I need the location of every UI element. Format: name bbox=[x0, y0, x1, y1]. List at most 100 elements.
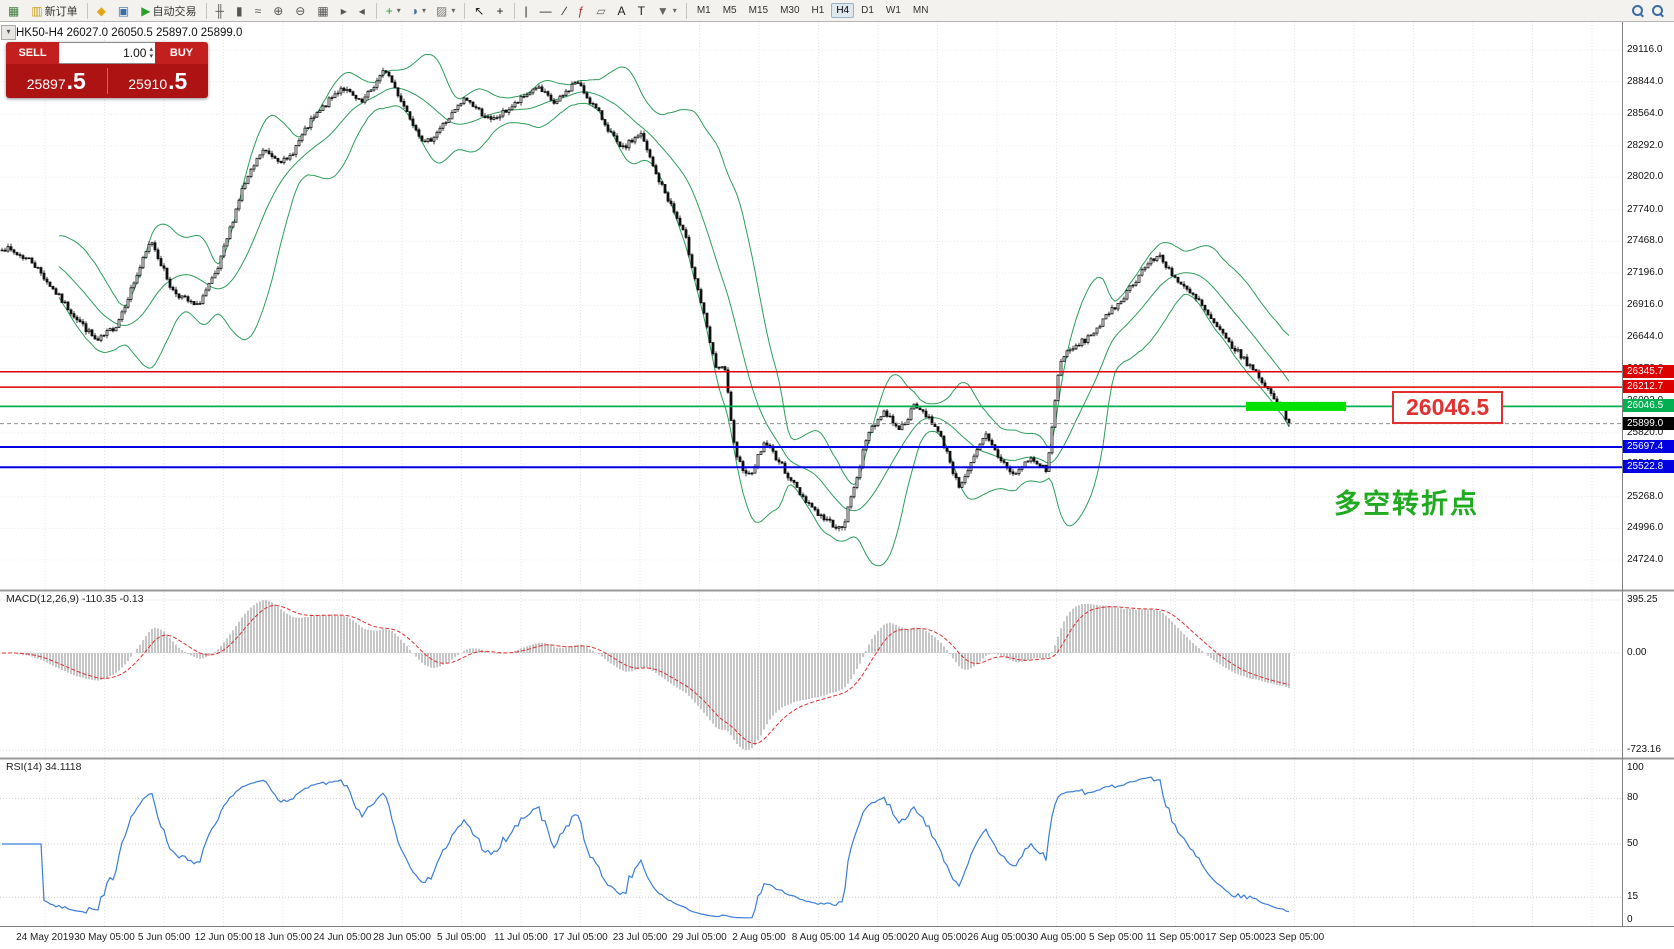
one-click-trading-panel: SELL 1.00 ▴ ▾ BUY 25897.5 25910.5 bbox=[6, 42, 208, 98]
toolbar-separator bbox=[464, 2, 466, 19]
search-icon[interactable] bbox=[1631, 4, 1645, 18]
price-axis-label: 27196.0 bbox=[1627, 266, 1664, 278]
horizontal-line-icon: — bbox=[539, 3, 552, 18]
shapes-icon[interactable]: ▱ bbox=[592, 1, 611, 21]
horizontal-line-icon[interactable]: — bbox=[536, 1, 558, 21]
timeframe-m30-button[interactable]: M30 bbox=[780, 5, 800, 16]
search-advanced-icon[interactable] bbox=[1651, 4, 1665, 18]
time-axis-label: 5 Jul 05:00 bbox=[437, 932, 486, 943]
candlestick-chart-icon[interactable]: ▮ bbox=[232, 1, 249, 21]
shapes-icon: ▱ bbox=[596, 3, 606, 18]
timeframe-m15-button[interactable]: M15 bbox=[748, 5, 769, 16]
buy-button[interactable]: BUY bbox=[155, 42, 208, 64]
time-axis-label: 26 Aug 05:00 bbox=[967, 932, 1027, 943]
timeframe-w1-button[interactable]: W1 bbox=[885, 5, 901, 16]
time-axis-label: 18 Jun 05:00 bbox=[254, 932, 312, 943]
text-icon: A bbox=[617, 3, 626, 18]
one-click-collapse-button[interactable]: ▾ bbox=[1, 25, 16, 40]
toolbar: ▦ ▥ 新订单 ◆ ▣ ▶ 自动交易 ╫ ▮ ≈ ⊕ ⊖ ▦ ▸ ◂ + ▾ ◑ ▾ ▨ ▾ ↖ + | — ∕ ƒ ▱ A T ▼ ▾ M1 M… bbox=[0, 0, 1674, 22]
price-axis-label: 27468.0 bbox=[1627, 235, 1664, 247]
sell-price-main: 25897 bbox=[26, 75, 66, 92]
tile-windows-icon[interactable]: ▦ bbox=[313, 1, 334, 21]
volume-value: 1.00 bbox=[123, 46, 147, 60]
macd-histogram bbox=[4, 600, 1290, 750]
label-icon[interactable]: T bbox=[634, 1, 651, 21]
chart-shift-icon: ◂ bbox=[358, 3, 365, 18]
fibonacci-icon[interactable]: ƒ bbox=[574, 1, 591, 21]
new-order-button[interactable]: ▥ 新订单 bbox=[27, 1, 81, 21]
new-order-label: 新订单 bbox=[44, 5, 78, 18]
bar-chart-icon[interactable]: ╫ bbox=[212, 1, 231, 21]
templates-icon[interactable]: ▨ ▾ bbox=[432, 1, 459, 21]
crosshair-icon[interactable]: + bbox=[492, 1, 509, 21]
horizontal-price-lines bbox=[0, 370, 1622, 469]
rsi-indicator bbox=[2, 776, 1290, 919]
time-axis-label: 14 Aug 05:00 bbox=[848, 932, 908, 943]
time-axis-label: 17 Jul 05:00 bbox=[553, 932, 608, 943]
auto-scroll-icon[interactable]: ▸ bbox=[337, 1, 353, 21]
buy-price-main: 25910 bbox=[128, 75, 168, 92]
market-watch-icon[interactable]: ▣ bbox=[114, 1, 135, 21]
zoom-out-icon: ⊖ bbox=[295, 3, 306, 18]
vertical-line-icon: | bbox=[524, 3, 528, 18]
toolbar-separator bbox=[685, 2, 687, 19]
rsi-line bbox=[2, 776, 1290, 919]
time-axis-label: 17 Sep 05:00 bbox=[1205, 932, 1265, 943]
macd-axis-label: -723.16 bbox=[1627, 744, 1661, 755]
volume-input[interactable]: 1.00 ▴ ▾ bbox=[59, 42, 155, 64]
trend-line-icon[interactable]: ∕ bbox=[560, 1, 572, 21]
price-axis-label: 26916.0 bbox=[1627, 299, 1664, 311]
sell-button[interactable]: SELL bbox=[6, 42, 59, 64]
new-chart-icon[interactable]: ▦ bbox=[4, 1, 25, 21]
spin-up-icon[interactable]: ▴ bbox=[149, 46, 153, 53]
rsi-axis-label: 50 bbox=[1627, 838, 1639, 849]
timeframe-m1-button[interactable]: M1 bbox=[696, 5, 711, 16]
spin-down-icon[interactable]: ▾ bbox=[149, 53, 153, 60]
autotrading-icon: ▶ bbox=[141, 3, 151, 18]
price-axis-label: 28844.0 bbox=[1627, 75, 1664, 87]
time-axis-label: 11 Jul 05:00 bbox=[494, 932, 548, 943]
text-icon[interactable]: A bbox=[614, 1, 632, 21]
pivot-price-callout[interactable]: 26046.5 bbox=[1392, 391, 1504, 424]
arrows-icon[interactable]: ▼ ▾ bbox=[653, 1, 681, 21]
horizontal-gridlines bbox=[0, 49, 1622, 561]
periods-icon[interactable]: ◑ ▾ bbox=[407, 1, 430, 21]
time-axis-label: 2 Aug 05:00 bbox=[732, 932, 786, 943]
indicators-icon[interactable]: + ▾ bbox=[382, 1, 405, 21]
price-axis-label: 28020.0 bbox=[1627, 171, 1664, 183]
cursor-icon[interactable]: ↖ bbox=[470, 1, 490, 21]
chart-shift-icon[interactable]: ◂ bbox=[355, 1, 371, 21]
resistance-line-1-badge: 26345.7 bbox=[1623, 364, 1674, 378]
price-axis-label: 26644.0 bbox=[1627, 331, 1664, 343]
line-chart-icon[interactable]: ≈ bbox=[251, 1, 268, 21]
zoom-in-icon[interactable]: ⊕ bbox=[269, 1, 289, 21]
templates-icon: ▨ bbox=[436, 3, 448, 18]
zoom-in-icon: ⊕ bbox=[273, 3, 284, 18]
chevron-down-icon: ▾ bbox=[396, 6, 401, 15]
buy-price[interactable]: 25910.5 bbox=[108, 68, 209, 95]
tile-windows-icon: ▦ bbox=[317, 3, 329, 18]
volume-stepper[interactable]: ▴ ▾ bbox=[149, 46, 153, 60]
autotrading-button[interactable]: ▶ 自动交易 bbox=[137, 1, 200, 21]
timeframe-h1-button[interactable]: H1 bbox=[811, 5, 825, 16]
timeframe-m5-button[interactable]: M5 bbox=[722, 5, 737, 16]
zoom-out-icon[interactable]: ⊖ bbox=[291, 1, 311, 21]
toolbar-separator bbox=[205, 2, 207, 19]
time-axis-label: 8 Aug 05:00 bbox=[791, 932, 846, 943]
timeframe-h4-button[interactable]: H4 bbox=[831, 3, 855, 18]
toolbar-right-group bbox=[1631, 4, 1671, 18]
time-axis[interactable]: 24 May 2019 30 May 05:00 5 Jun 05:00 12 Jun… bbox=[0, 927, 1674, 949]
sell-price[interactable]: 25897.5 bbox=[6, 68, 107, 95]
time-axis-label: 28 Jun 05:00 bbox=[373, 932, 431, 943]
price-axis-label: 25820.0 bbox=[1627, 426, 1664, 438]
price-axis-label: 28564.0 bbox=[1627, 108, 1664, 120]
vertical-line-icon[interactable]: | bbox=[520, 1, 533, 21]
metaeditor-icon[interactable]: ◆ bbox=[93, 1, 112, 21]
timeframe-mn-button[interactable]: MN bbox=[912, 5, 929, 16]
chart-title: HK50-H4 26027.0 26050.5 25897.0 25899.0 bbox=[16, 27, 243, 39]
timeframe-d1-button[interactable]: D1 bbox=[861, 5, 874, 16]
highlight-segment[interactable] bbox=[1246, 401, 1346, 411]
time-axis-label: 11 Sep 05:00 bbox=[1146, 932, 1205, 943]
chart-annotation-text[interactable]: 多空转折点 bbox=[1334, 489, 1479, 519]
